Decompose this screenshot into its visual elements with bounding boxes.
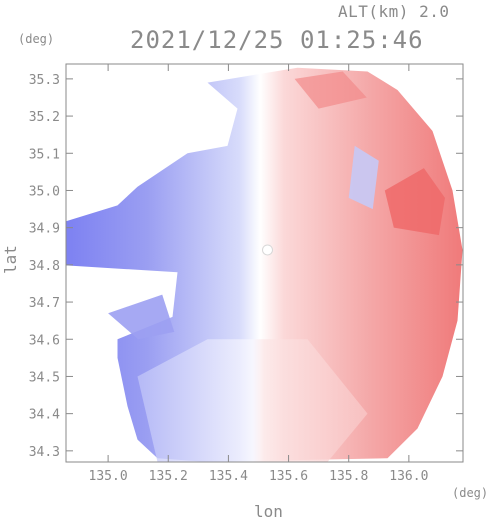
y-tick-label: 34.9 bbox=[29, 222, 60, 237]
radar-echo-ne-cell bbox=[384, 168, 445, 236]
y-tick-label: 35.3 bbox=[29, 73, 60, 88]
y-tick-label: 34.8 bbox=[29, 259, 60, 274]
radar-echo-n-cell bbox=[294, 71, 367, 109]
x-tick-label: 135.2 bbox=[149, 469, 188, 484]
x-tick-label: 136.0 bbox=[389, 469, 428, 484]
chart-title-timestamp: 2021/12/25 01:25:46 bbox=[130, 26, 424, 54]
y-tick-label: 34.5 bbox=[29, 370, 60, 385]
radar-echo-blue-patch bbox=[348, 145, 379, 210]
radar-echo-south bbox=[137, 339, 368, 462]
x-tick-label: 135.6 bbox=[269, 469, 308, 484]
y-tick-label: 35.1 bbox=[29, 147, 60, 162]
x-tick-label: 135.0 bbox=[89, 469, 128, 484]
y-tick-label: 34.6 bbox=[29, 333, 60, 348]
plot-frame bbox=[65, 63, 464, 463]
radar-site-marker bbox=[262, 244, 274, 256]
y-unit-label: (deg) bbox=[18, 32, 55, 46]
y-tick-label: 34.4 bbox=[29, 408, 60, 423]
y-tick-label: 35.2 bbox=[29, 110, 60, 125]
x-axis-label: lon bbox=[254, 502, 283, 521]
altitude-label: ALT(km) 2.0 bbox=[338, 2, 450, 21]
y-tick-label: 34.3 bbox=[29, 445, 60, 460]
radar-echo-field bbox=[66, 67, 463, 462]
x-tick-label: 135.8 bbox=[329, 469, 368, 484]
radar-echo-west bbox=[108, 294, 175, 340]
x-unit-label: (deg) bbox=[452, 486, 489, 500]
x-tick-label: 135.4 bbox=[209, 469, 248, 484]
y-tick-label: 35.0 bbox=[29, 184, 60, 199]
y-tick-label: 34.7 bbox=[29, 296, 60, 311]
